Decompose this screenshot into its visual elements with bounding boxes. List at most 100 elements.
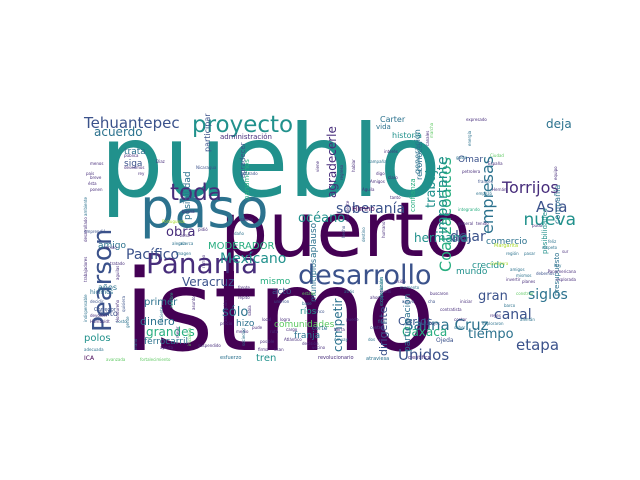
word-dinero: dinero — [140, 315, 175, 328]
word-polos: polos — [84, 333, 111, 344]
word-petrolera: petrolera — [462, 169, 481, 174]
word-medio: medio — [236, 329, 249, 334]
word-portuguesa: Portuguesa — [162, 219, 185, 224]
word-contratista: contratista — [440, 307, 462, 312]
word-aporta: aporta — [160, 345, 174, 350]
word-tierra: tierra — [334, 327, 345, 332]
word-carter: Carter — [380, 115, 406, 124]
word-grandes: grandes — [146, 325, 195, 339]
word-deseamos: deseamos — [124, 165, 145, 170]
word-devolver: devolver — [90, 313, 108, 318]
word-amuay: Amuay — [334, 337, 348, 342]
word-panamá: Panamá — [146, 247, 259, 280]
word-revolucionario: revolucionario — [318, 355, 354, 361]
word-avanzada: avanzada — [106, 357, 126, 362]
word-modo: modo — [380, 289, 392, 294]
word-siga: siga — [124, 159, 143, 169]
word-mismo: mismo — [260, 277, 291, 287]
word-obra: obra — [166, 225, 196, 240]
word-mejor: mejor — [175, 326, 180, 338]
word-tiempo: tiempo — [468, 327, 514, 342]
word-alegría: alegría — [172, 241, 186, 246]
word-bien: bien — [452, 235, 472, 245]
word-mundo: mundo — [456, 267, 488, 277]
word-barco: barco — [504, 303, 516, 308]
word-vida: vida — [376, 123, 391, 131]
word-moderador: MODERADOR — [208, 241, 275, 252]
word-respeto: respeto — [542, 245, 558, 250]
word-hicimos: hicimos — [90, 289, 114, 296]
word-ruta: ruta — [270, 329, 279, 334]
word-atlántico: Atlántico — [284, 337, 302, 342]
word-comunidades: comunidades — [274, 320, 335, 330]
word-tenido: tenido — [476, 221, 489, 226]
word-local: local — [262, 317, 272, 322]
word-historia: historia — [392, 131, 422, 140]
word-panameños: panameños — [243, 159, 251, 200]
word-gran: gran — [478, 289, 508, 304]
word-oaxaca: Oaxaca — [402, 325, 448, 339]
word-cargo: cargo — [286, 327, 298, 332]
word-gusto: gusto — [456, 155, 468, 160]
word-hizo: hizo — [236, 319, 255, 329]
word-veracruz: Veracruz — [182, 275, 235, 289]
word-sabía: sabía — [247, 305, 252, 316]
word-administración: administración — [220, 133, 272, 141]
word-hoy: hoy — [554, 263, 562, 268]
word-visión: visión — [394, 279, 406, 284]
word-marcha: marcha — [429, 122, 434, 138]
word-feliz: feliz — [548, 239, 557, 244]
word-saber: saber — [454, 325, 466, 330]
word-primer: primer — [144, 297, 178, 308]
word-trata: trata — [124, 147, 146, 157]
word-reconocer: reconocer — [415, 140, 424, 180]
word-reyes: reyes — [490, 313, 501, 318]
word-océano: océano — [298, 211, 346, 226]
word-presidente: presidente — [345, 200, 350, 222]
word-etapa: etapa — [516, 336, 560, 354]
word-explorada: explorada — [556, 277, 576, 282]
word-hablar: hablar — [351, 159, 356, 172]
word-firma: firma — [258, 347, 269, 352]
word-cinco: cinco — [314, 309, 325, 314]
word-tehuantepec: Tehuantepec — [84, 114, 180, 132]
word-usan: usan — [274, 347, 284, 352]
word-invertir: invertir — [506, 277, 521, 282]
word-hernán: Hernán — [492, 187, 507, 192]
word-costo: costo — [116, 319, 127, 324]
word-pública: pública — [124, 153, 139, 158]
word-exploraron: exploraron — [482, 321, 504, 326]
word-comercio: comercio — [486, 237, 528, 247]
word-unieron: unieron — [274, 299, 290, 304]
word-expresado: expresado — [466, 117, 487, 122]
word-estaba: estaba — [302, 291, 316, 296]
word-tren: tren — [256, 353, 277, 364]
word-unidos: Unidos — [398, 346, 450, 364]
word-franja: franja — [294, 331, 321, 341]
word-nicaragua: Nicaragua — [196, 165, 217, 170]
word-esfuerzo: esfuerzo — [220, 355, 242, 361]
word-quisiera: quisiera — [121, 296, 126, 312]
word-energía: energía — [467, 130, 472, 146]
word-ciudad: Ciudad — [490, 153, 504, 158]
word-viene: viene — [315, 161, 320, 172]
word-saludo: saludo — [240, 217, 254, 222]
word-torrijos: Torrijos — [502, 178, 559, 197]
word-decidir: decidir — [90, 299, 104, 304]
word-ahora: ahora — [370, 295, 382, 300]
word-final: final — [378, 319, 387, 324]
word-sólo: sólo — [222, 305, 249, 320]
word-pude: pude — [252, 325, 263, 330]
word-omar: Omar — [458, 155, 484, 165]
word-pidió: pidió — [198, 227, 208, 232]
word-atrás: atrás — [344, 289, 355, 294]
word-tratado: tratado — [110, 261, 125, 266]
word-ica: ICA — [84, 355, 95, 362]
word-himno: Himno — [352, 205, 375, 213]
word-crecido: crecido — [472, 261, 505, 271]
word-suspendido: suspendido — [198, 343, 221, 348]
word-nombre: nombre — [169, 292, 174, 308]
word-repito: repito — [238, 295, 250, 300]
word-trabajadores: trabajadores — [83, 256, 88, 282]
word-canal: canal — [494, 307, 532, 323]
